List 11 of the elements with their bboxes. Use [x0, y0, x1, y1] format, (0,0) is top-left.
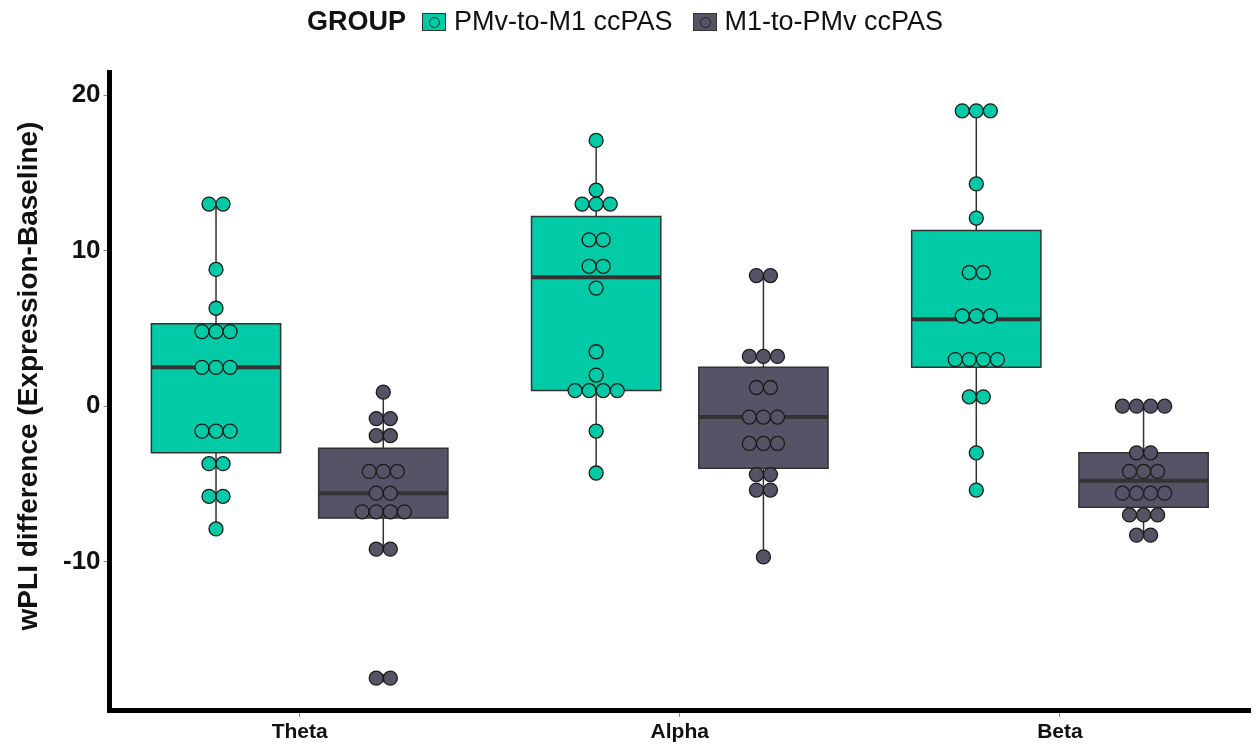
x-tick-label: Theta [271, 719, 328, 743]
y-tick-label: 10 [71, 233, 101, 264]
x-tick-label: Alpha [650, 719, 710, 743]
y-tick-label: -10 [63, 544, 101, 575]
x-tick-label: Beta [1037, 719, 1083, 743]
y-tick-label: 20 [71, 78, 101, 109]
legend-title: GROUP [306, 6, 406, 37]
legend-label: PMv-to-M1 ccPAS [453, 6, 673, 37]
y-tick-label: 0 [86, 389, 101, 420]
y-axis-title: wPLI difference (Expression-Baseline) [12, 120, 44, 633]
legend-label: M1-to-PMv ccPAS [724, 6, 944, 37]
